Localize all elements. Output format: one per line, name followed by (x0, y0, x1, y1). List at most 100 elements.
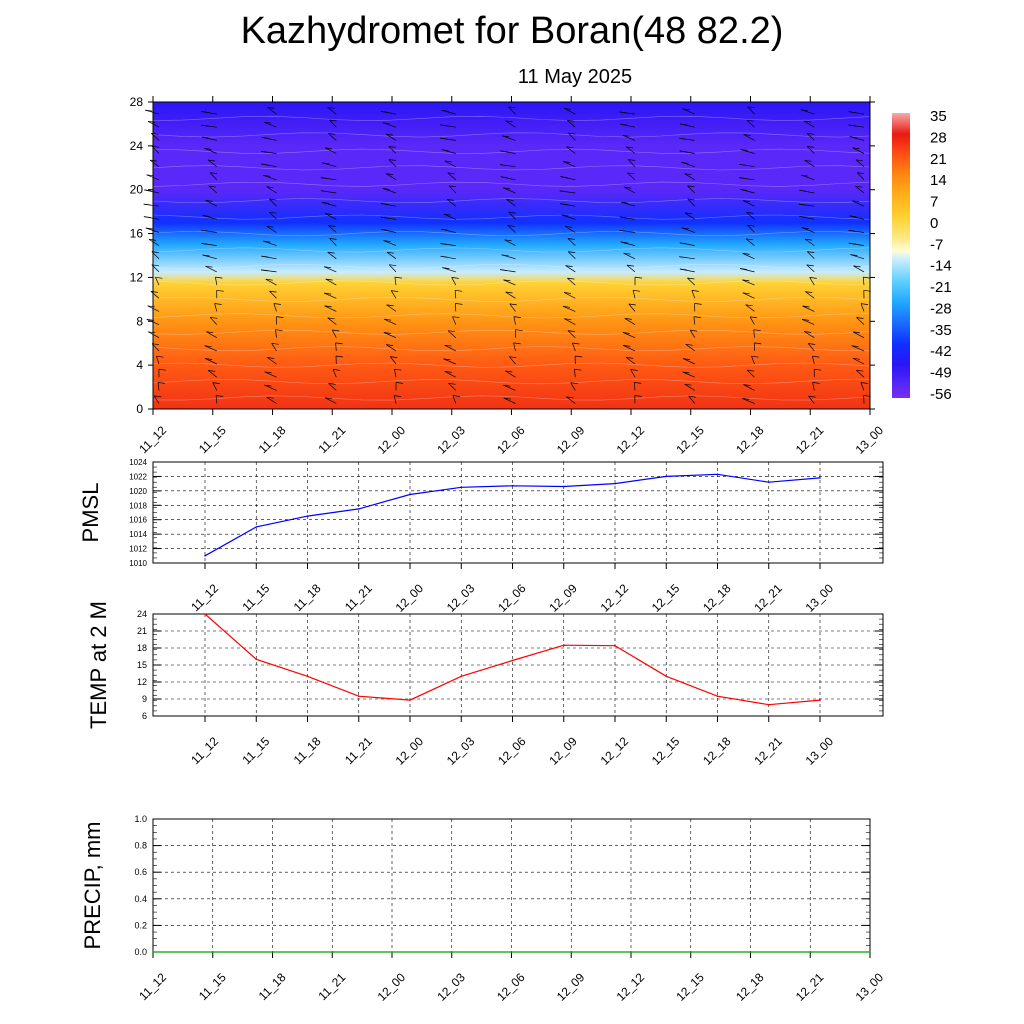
wind-barb-flag (685, 343, 693, 346)
wind-barb-flag (327, 317, 335, 320)
wind-barb-flag (148, 121, 156, 123)
isotherm-line (152, 263, 871, 269)
wind-barb-flag (798, 203, 806, 206)
data-point (204, 613, 206, 615)
wind-barb-flag (440, 255, 448, 258)
x-tick-label: 12_18 (733, 970, 767, 1004)
wind-barb-flag (622, 134, 630, 137)
wind-barb-flag (320, 190, 328, 193)
wind-barb-staff (269, 211, 277, 220)
wind-barb-flag (148, 331, 156, 334)
wind-barb-staff (264, 371, 277, 378)
wind-barb-staff (212, 382, 218, 391)
wind-barb-staff (382, 122, 397, 128)
wind-barb-flag (684, 173, 692, 176)
wind-barb-flag (849, 136, 857, 139)
wind-barb-staff (746, 119, 755, 128)
wind-barb-flag (513, 316, 521, 318)
wind-barb-flag (269, 198, 277, 201)
wind-barb-staff (565, 265, 576, 273)
wind-barb-staff (850, 254, 865, 260)
wind-barb-staff (567, 330, 576, 338)
colorbar-label: 21 (930, 151, 947, 168)
y-tick-label: 1020 (129, 487, 147, 496)
wind-barb-flag (269, 211, 277, 214)
wind-barb-flag (144, 189, 152, 192)
wind-barb-flag (264, 371, 272, 374)
wind-barb-flag (275, 329, 283, 332)
wind-barb-staff (747, 106, 755, 115)
wind-barb-staff (208, 185, 218, 194)
wind-barb-flag (679, 268, 687, 271)
wind-barb-flag (565, 225, 573, 228)
data-point (819, 699, 821, 701)
x-tick-label: 11_15 (196, 423, 229, 456)
wind-barb-staff (267, 107, 277, 115)
wind-barb-flag (264, 384, 272, 387)
wind-barb-staff (448, 383, 457, 391)
wind-barb-staff (503, 397, 516, 404)
wind-barb-flag (850, 254, 858, 256)
wind-barb-flag (694, 303, 702, 305)
wind-barb-flag (754, 342, 762, 345)
wind-barb-staff (215, 395, 218, 404)
wind-barb-staff (687, 277, 696, 286)
data-point (563, 485, 565, 488)
wind-barb-flag (742, 398, 750, 400)
wind-barb-flag (204, 147, 212, 150)
wind-barb-flag (690, 329, 698, 332)
wind-barb-staff (742, 253, 755, 260)
wind-barb-staff (742, 279, 755, 286)
wind-barb-staff (323, 292, 337, 299)
wind-barb-flag (560, 176, 568, 178)
x-tick-label: 13_00 (853, 970, 887, 1004)
wind-barb-flag (633, 289, 641, 292)
wind-barb-flag (808, 343, 816, 345)
y-axis-label: PMSL (78, 483, 103, 543)
wind-barb-flag (267, 357, 275, 359)
wind-barb-staff (802, 305, 815, 312)
wind-barb-staff (855, 185, 865, 194)
wind-barb-staff (851, 200, 865, 207)
wind-barb-flag (441, 228, 449, 231)
x-tick-label: 12_09 (554, 970, 588, 1004)
data-point (749, 951, 752, 953)
wind-barb-flag (157, 382, 166, 384)
wind-barb-staff (633, 382, 636, 391)
wind-barb-flag (863, 276, 871, 279)
wind-barb-flag (322, 162, 330, 165)
wind-barb-flag (855, 185, 863, 188)
wind-barb-flag (500, 176, 508, 179)
data-point (809, 951, 812, 953)
wind-barb-flag (394, 368, 402, 371)
wind-barb-staff (263, 240, 277, 246)
wind-barb-staff (388, 159, 397, 167)
wind-barb-flag (325, 213, 333, 215)
wind-barb-flag (261, 163, 269, 166)
wind-barb-flag (502, 135, 510, 138)
colorbar-label: 35 (930, 108, 947, 125)
wind-barb-staff (207, 370, 218, 378)
data-point (331, 951, 334, 953)
wind-barb-flag (204, 345, 212, 348)
wind-barb-staff (444, 160, 456, 168)
x-tick-label: 12_06 (494, 970, 528, 1004)
wind-barb-flag (564, 107, 572, 110)
wind-barb-staff (443, 358, 456, 365)
wind-barb-staff (447, 330, 457, 338)
wind-barb-flag (743, 200, 751, 202)
x-tick-label: 12_21 (751, 734, 785, 768)
y-tick-label: 12 (130, 270, 144, 284)
colorbar-label: 14 (930, 172, 947, 189)
wind-barb-staff (855, 159, 865, 167)
wind-barb-flag (507, 225, 515, 227)
wind-barb-staff (386, 251, 397, 260)
wind-barb-staff (506, 199, 516, 207)
wind-barb-flag (320, 177, 328, 179)
wind-barb-flag (682, 108, 690, 111)
wind-barb-staff (328, 225, 337, 233)
cross-section-panel: 0 4 8 12 16 20 24 28 11_12 11_15 11_18 11_21 12_00 12… (130, 95, 887, 457)
wind-barb-flag (679, 256, 687, 259)
y-tick-label: 0.8 (134, 841, 147, 851)
wind-barb-flag (623, 252, 631, 255)
